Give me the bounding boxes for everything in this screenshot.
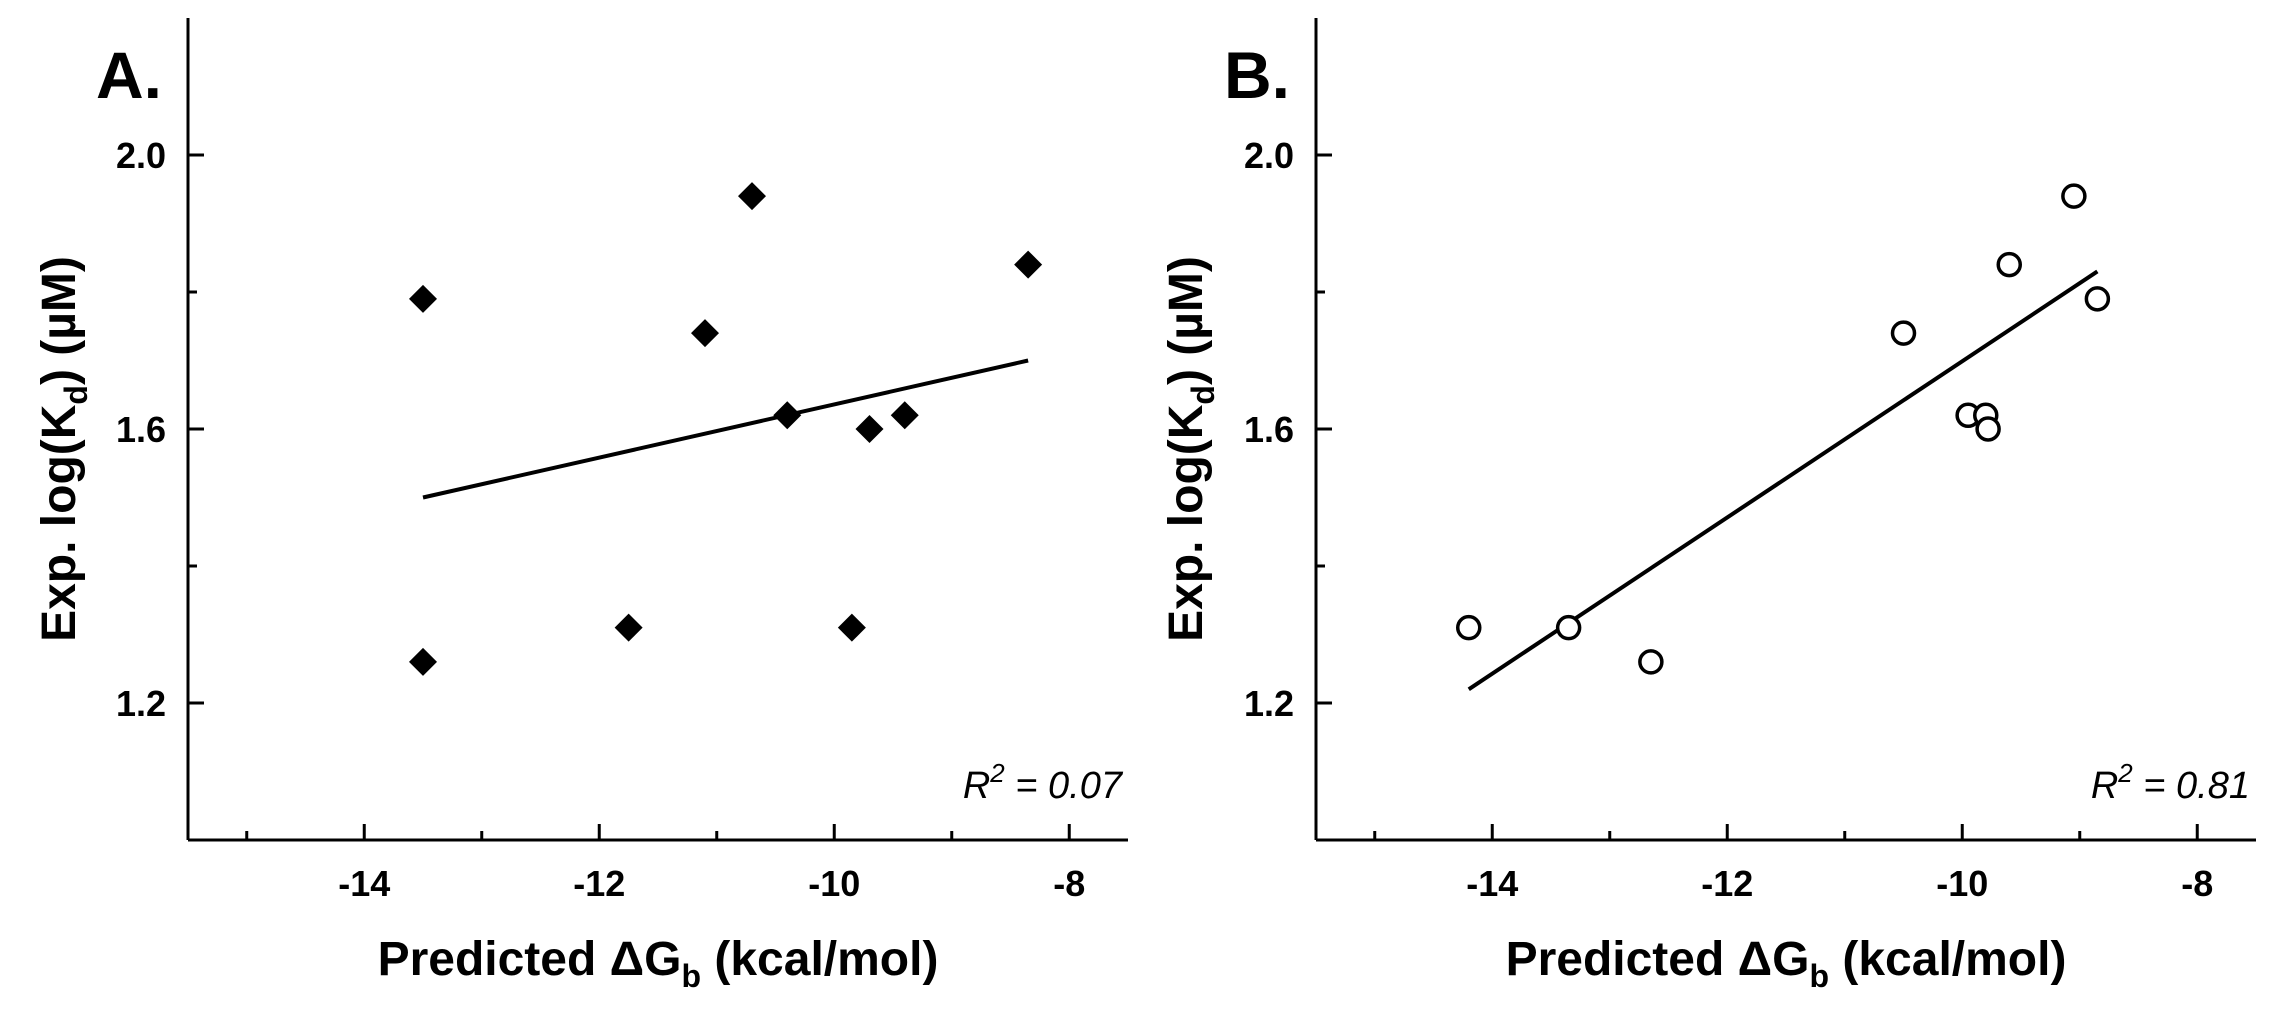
y-tick-label-b-0: 1.2	[1244, 683, 1294, 724]
data-point-a-6	[837, 613, 866, 642]
data-point-a-3	[691, 319, 719, 348]
data-point-a-0	[409, 284, 437, 313]
data-point-a-5	[773, 401, 802, 430]
r2-value-a: = 0.07	[1005, 765, 1124, 807]
data-point-a-1	[409, 647, 437, 676]
data-point-b-0	[1456, 614, 1482, 641]
y-axis-title-units-b: ) (µM)	[1160, 256, 1213, 385]
y-tick-label-b-2: 2.0	[1244, 135, 1294, 176]
x-tick-label-a-0: -14	[338, 863, 390, 904]
panel-label-b: B.	[1224, 38, 1290, 112]
y-axis-title-main-b: Exp. log(K	[1160, 404, 1213, 642]
x-axis-title-main-a: Predicted ΔG	[378, 933, 682, 986]
data-point-a-2	[614, 613, 643, 642]
fit-line-a	[422, 358, 1029, 500]
r2-label-b: R	[2091, 765, 2118, 807]
data-point-a-7	[855, 415, 884, 443]
y-axis-title-a: Exp. log(Kd) (µM)	[33, 256, 94, 642]
data-point-a-8	[890, 401, 919, 430]
x-axis-title-units-b: (kcal/mol)	[1829, 933, 2066, 986]
x-tick-label-a-2: -10	[808, 863, 860, 904]
data-point-b-8	[2061, 183, 2087, 209]
y-axis-title-b: Exp. log(Kd) (µM)	[1160, 256, 1221, 642]
y-tick-label-b-1: 1.6	[1244, 409, 1294, 450]
data-point-b-7	[1996, 251, 2022, 278]
r2-sup-a: 2	[989, 758, 1005, 788]
panel-b: -14 -12 -10 -8 1.2 1.6 2.0 B. Exp. log(Kd) (µM) P…	[1160, 18, 2256, 994]
data-point-b-9	[2084, 286, 2111, 312]
x-axis-title-sub-b: b	[1809, 958, 1829, 994]
data-point-a-9	[1014, 250, 1043, 279]
data-point-b-1	[1555, 614, 1582, 641]
x-tick-label-a-1: -12	[573, 863, 625, 904]
panel-a: -14 -12 -10 -8 1.2 1.6 2.0 A. Exp. log(Kd) (µM) P…	[33, 18, 1128, 994]
r2-sup-b: 2	[2117, 758, 2133, 788]
r2-value-b: = 0.81	[2133, 765, 2250, 807]
data-point-b-3	[1890, 320, 1917, 346]
x-axis-title-a: Predicted ΔGb (kcal/mol)	[378, 933, 939, 994]
y-tick-label-a-2: 2.0	[116, 135, 166, 176]
y-axis-title-sub-a: d	[58, 385, 94, 405]
x-tick-label-b-3: -8	[2181, 863, 2213, 904]
r2-label-a: R	[963, 765, 990, 807]
x-tick-label-a-3: -8	[1053, 863, 1085, 904]
x-axis-title-b: Predicted ΔGb (kcal/mol)	[1506, 933, 2067, 994]
x-axis-title-units-a: (kcal/mol)	[701, 933, 938, 986]
r2-annotation-a: R2 = 0.07	[963, 758, 1124, 807]
x-tick-label-b-2: -10	[1936, 863, 1988, 904]
y-tick-label-a-1: 1.6	[116, 409, 166, 450]
data-point-a-4	[738, 182, 766, 211]
y-tick-label-a-0: 1.2	[116, 683, 166, 724]
data-point-b-2	[1638, 649, 1664, 675]
panel-label-a: A.	[96, 38, 162, 112]
y-axis-title-sub-b: d	[1185, 385, 1221, 405]
y-axis-title-main-a: Exp. log(K	[33, 404, 86, 642]
x-axis-title-sub-a: b	[681, 958, 701, 994]
data-point-b-6	[1975, 416, 2001, 442]
x-tick-label-b-1: -12	[1701, 863, 1753, 904]
r2-annotation-b: R2 = 0.81	[2091, 758, 2250, 807]
x-axis-title-main-b: Predicted ΔG	[1506, 933, 1810, 986]
y-axis-title-units-a: ) (µM)	[33, 256, 86, 385]
x-tick-label-b-0: -14	[1466, 863, 1518, 904]
